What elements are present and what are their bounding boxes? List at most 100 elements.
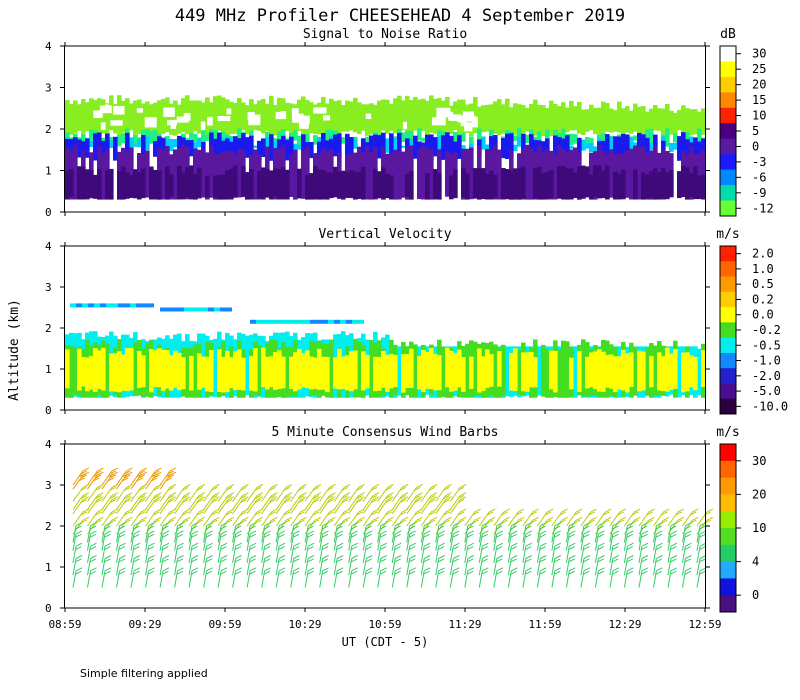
heatmap-cell: [233, 351, 238, 391]
barb-flag: [124, 486, 131, 491]
heatmap-cell: [625, 353, 630, 393]
barb-flag: [583, 555, 591, 559]
heatmap-cell: [573, 172, 578, 198]
heatmap-cell: [549, 100, 554, 137]
heatmap-cell: [665, 128, 670, 147]
barb-flag: [307, 567, 315, 572]
heatmap-cell: [561, 340, 566, 398]
barb-flag: [495, 546, 503, 551]
barb-flag: [546, 508, 554, 513]
heatmap-cell: [465, 173, 470, 200]
barb-flag: [699, 525, 706, 530]
barb-flag: [133, 542, 141, 547]
barb-flag: [633, 516, 641, 521]
barb-flag: [481, 525, 488, 530]
barb-flag: [539, 546, 546, 551]
wind-barb: [348, 484, 365, 502]
heatmap-cell: [153, 141, 158, 157]
snr-gap: [104, 104, 109, 110]
barb-flag: [182, 486, 189, 491]
barb-staff: [217, 533, 222, 551]
heatmap-cell: [697, 348, 702, 396]
barb-flag: [546, 516, 554, 521]
barb-flag: [459, 508, 467, 513]
heatmap-cell: [265, 356, 270, 390]
wind-barb: [623, 530, 634, 551]
heatmap-cell: [85, 138, 90, 158]
wind-barb: [362, 555, 373, 576]
heatmap-cell: [137, 99, 142, 135]
barb-staff: [333, 570, 338, 588]
heatmap-cell: [505, 133, 510, 159]
barb-flag: [104, 530, 112, 535]
barb-flag: [140, 516, 148, 521]
heatmap-cell: [421, 137, 426, 142]
barb-flag: [191, 533, 198, 538]
barb-flag: [341, 486, 349, 491]
vv-cell: [178, 307, 184, 312]
barb-flag: [138, 499, 146, 504]
barb-staff: [333, 533, 338, 551]
heatmap-cell: [529, 147, 534, 200]
heatmap-cell: [265, 136, 270, 149]
wind-barb: [478, 508, 496, 527]
barb-staff: [348, 525, 353, 543]
barb-staff: [87, 546, 91, 563]
barb-flag: [191, 546, 198, 551]
heatmap-cell: [501, 168, 506, 200]
heatmap-cell: [461, 167, 466, 198]
wind-barb: [478, 542, 489, 563]
colorbar-swatch: [720, 444, 736, 462]
barb-flag: [97, 516, 104, 521]
heatmap-cell: [397, 346, 402, 396]
vv-cell: [334, 319, 340, 324]
wind-barb: [87, 555, 97, 576]
snr-gap: [207, 116, 213, 126]
barb-flag: [575, 516, 583, 521]
barb-flag: [133, 530, 141, 535]
barb-flag: [133, 525, 140, 530]
vv-cell: [292, 319, 298, 324]
heatmap-cell: [225, 138, 230, 160]
heatmap-cell: [625, 106, 630, 133]
heatmap-cell: [409, 100, 414, 132]
wind-barb: [333, 530, 344, 551]
heatmap-cell: [165, 136, 170, 142]
barb-flag: [482, 567, 489, 572]
barb-flag: [453, 530, 460, 535]
heatmap-cell: [173, 100, 178, 136]
heatmap-cell: [593, 146, 598, 153]
barb-flag: [510, 525, 517, 530]
barb-flag: [583, 525, 590, 530]
barb-flag: [351, 567, 358, 572]
heatmap-cell: [481, 356, 486, 391]
barb-flag: [626, 533, 634, 538]
snr-gap: [464, 122, 473, 132]
heatmap-cell: [613, 356, 618, 393]
wind-barb: [638, 542, 649, 563]
wind-barb: [682, 522, 692, 543]
wind-barb: [348, 492, 365, 510]
barb-flag: [278, 525, 285, 530]
wind-barb: [682, 508, 699, 527]
barb-flag: [312, 495, 320, 499]
heatmap-cell: [561, 138, 566, 160]
barb-flag: [496, 522, 504, 527]
heatmap-cell: [201, 128, 206, 146]
heatmap-cell: [93, 348, 98, 392]
barb-flag: [75, 558, 82, 563]
barb-flag: [452, 533, 459, 538]
barb-flag: [699, 546, 706, 551]
barb-flag: [235, 542, 242, 547]
vv-cell: [304, 319, 310, 324]
heatmap-cell: [89, 355, 94, 390]
barb-flag: [329, 492, 336, 497]
heatmap-cell: [605, 103, 610, 132]
barb-flag: [191, 558, 198, 563]
heatmap-cell: [517, 349, 522, 395]
heatmap-cell: [105, 170, 110, 200]
barb-flag: [379, 546, 387, 551]
barb-flag: [162, 525, 169, 530]
barb-flag: [240, 486, 247, 491]
barb-flag: [399, 486, 407, 491]
